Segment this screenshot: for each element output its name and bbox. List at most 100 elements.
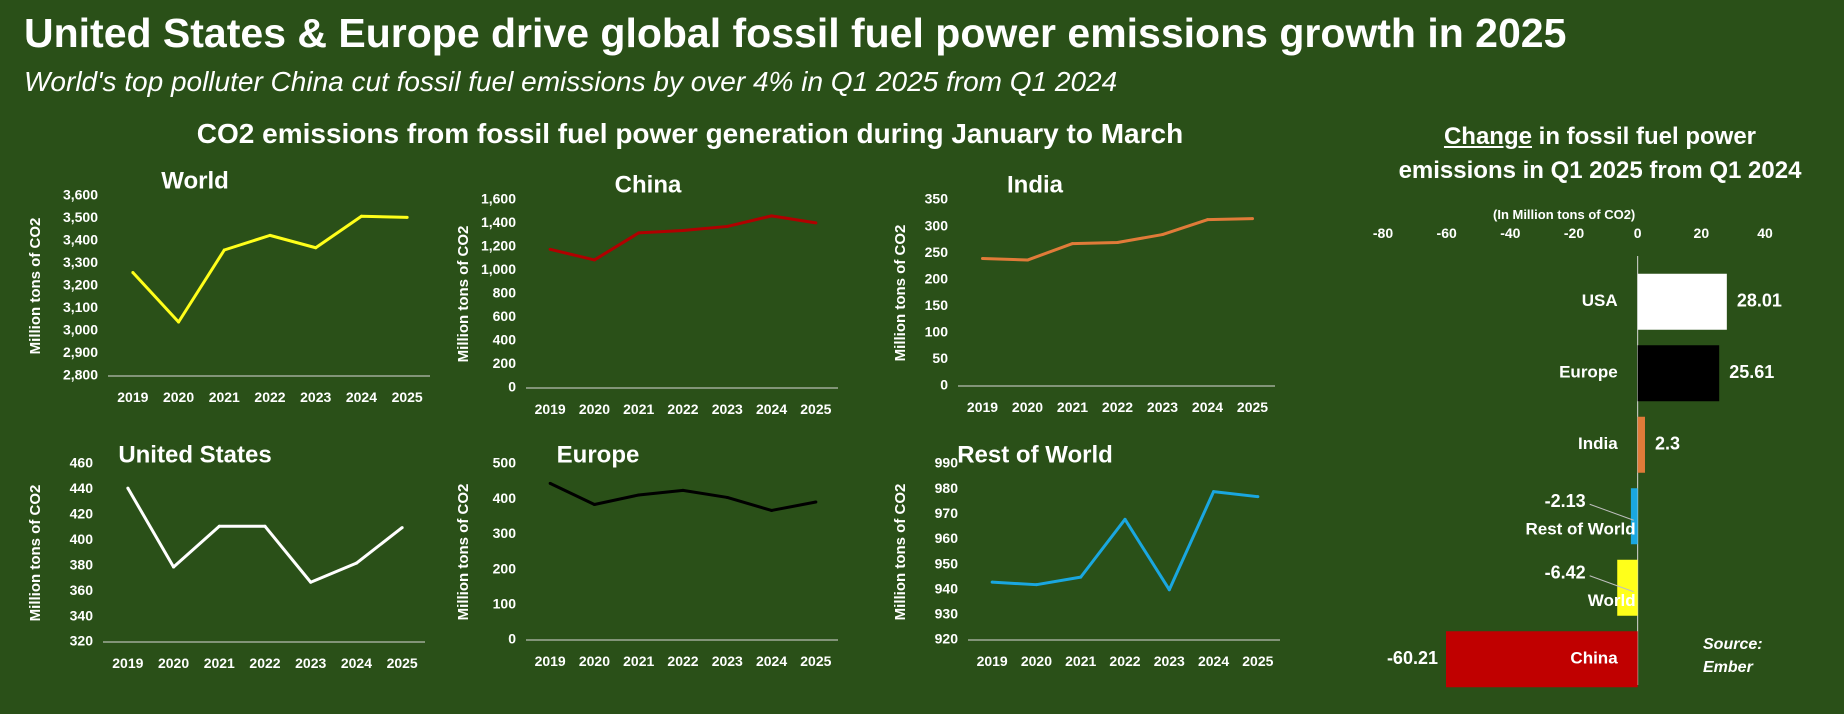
- y-tick-label: 600: [493, 308, 517, 324]
- chart-china: China Million tons of CO2 0 200 400 600 800 1,0…: [448, 170, 848, 420]
- x-tick-label: 2021: [204, 655, 235, 671]
- y-tick-label: 50: [932, 350, 948, 366]
- x-tick-label: 40: [1757, 225, 1773, 241]
- bar-chart-title: Change in fossil fuel power emissions in…: [1360, 120, 1840, 188]
- data-point: [359, 214, 363, 218]
- x-tick-label: 2020: [1021, 653, 1052, 669]
- x-tick-label: 2021: [623, 653, 654, 669]
- section-title: CO2 emissions from fossil fuel power gen…: [196, 118, 1184, 149]
- series-line-india: [982, 217, 1253, 262]
- y-tick-label: 300: [925, 217, 949, 233]
- x-tick-label: 2019: [977, 653, 1008, 669]
- data-point: [1206, 218, 1209, 222]
- x-tick-label: 2020: [158, 655, 189, 671]
- y-tick-label: 1,000: [481, 261, 516, 277]
- leader-line: [1589, 503, 1634, 521]
- bar-chart-title-line2: emissions in Q1 2025 from Q1 2024: [1398, 157, 1802, 184]
- category-label-rest-of-world: Rest of World: [1525, 520, 1635, 539]
- data-point: [1123, 517, 1127, 521]
- data-point: [405, 215, 409, 219]
- bar-world: [1617, 559, 1638, 616]
- x-tick-label: 2024: [1192, 399, 1223, 415]
- x-tick-label: 2024: [756, 401, 787, 417]
- data-point: [1161, 233, 1164, 237]
- data-point: [131, 271, 135, 274]
- bar-china: [1445, 631, 1638, 688]
- y-tick-label: 0: [940, 377, 948, 393]
- page-title: United States & Europe drive global foss…: [24, 10, 1567, 56]
- bar-rest-of-world: [1630, 488, 1638, 545]
- data-point: [592, 258, 596, 262]
- category-label-usa: USA: [1582, 291, 1618, 310]
- chart-world: World Million tons of CO2 2,800 2,900 3,000 3…: [20, 166, 440, 416]
- data-point: [548, 247, 552, 251]
- page-subtitle: World's top polluter China cut fossil fu…: [24, 66, 1118, 97]
- data-point: [637, 493, 641, 497]
- line-chart-svg: Rest of World Million tons of CO2 920 930 94…: [892, 441, 1280, 669]
- line-chart-svg: Europe Million tons of CO2 0 100 200 300 400 50…: [455, 441, 838, 669]
- y-tick-label: 300: [493, 525, 517, 541]
- x-tick-label: 2023: [295, 655, 326, 671]
- bar-chart-svg: -80 -60 -40 -20 0 20 40 USA 28.01 Europe 25.61 Indi…: [1373, 225, 1782, 688]
- chart-europe: Europe Million tons of CO2 0 100 200 300 400 50…: [448, 440, 848, 680]
- data-point: [222, 248, 226, 252]
- data-point: [592, 502, 596, 506]
- y-tick-label: 100: [493, 596, 517, 612]
- data-point: [990, 580, 994, 584]
- chart-title-china: China: [615, 171, 682, 198]
- data-point: [981, 256, 984, 260]
- x-tick-label: 2023: [1154, 653, 1185, 669]
- data-point: [725, 495, 729, 499]
- bar-chart-change: -80 -60 -40 -20 0 20 40 USA 28.01 Europe 25.61 Indi…: [1360, 220, 1840, 705]
- x-tick-label: 2021: [209, 389, 240, 405]
- y-tick-label: 980: [935, 480, 959, 496]
- y-tick-label: 960: [935, 530, 959, 546]
- y-tick-label: 100: [925, 324, 949, 340]
- line-chart-svg: United States Million tons of CO2 320 340 36…: [27, 441, 425, 671]
- x-tick-label: 2019: [535, 401, 566, 417]
- x-tick-label: 2025: [800, 401, 831, 417]
- y-tick-label: 3,100: [63, 299, 98, 315]
- x-tick-label: 2020: [163, 389, 194, 405]
- data-point: [725, 224, 729, 228]
- line-chart-svg: China Million tons of CO2 0 200 400 600 800 1,0…: [455, 171, 838, 417]
- y-tick-label: 400: [70, 531, 94, 547]
- x-tick-label: 2019: [117, 389, 148, 405]
- bar-india: [1637, 416, 1645, 473]
- y-tick-label: 440: [70, 480, 94, 496]
- leader-line: [1589, 575, 1634, 593]
- y-tick-label: 200: [493, 560, 517, 576]
- data-point: [770, 508, 774, 512]
- chart-title-united-states: United States: [118, 441, 271, 468]
- x-tick-label: -40: [1500, 225, 1520, 241]
- x-tick-label: 2021: [1065, 653, 1096, 669]
- data-point: [681, 488, 685, 492]
- x-tick-label: 2024: [756, 653, 787, 669]
- bar-usa: [1637, 273, 1727, 330]
- data-point: [354, 561, 358, 565]
- bar-chart-title-underlined: Change: [1443, 123, 1532, 150]
- x-tick-label: 2025: [1237, 399, 1268, 415]
- data-point: [1071, 242, 1074, 246]
- series-line-united-states: [126, 487, 404, 584]
- series-line-europe: [549, 482, 817, 512]
- y-tick-label: 3,200: [63, 277, 98, 293]
- category-label-world: World: [1588, 591, 1636, 610]
- data-point: [1079, 575, 1083, 579]
- category-label-europe: Europe: [1559, 363, 1618, 382]
- source-label: Source:: [1703, 636, 1763, 653]
- x-tick-label: 2021: [623, 401, 654, 417]
- y-axis-label: Million tons of CO2: [892, 484, 909, 621]
- y-tick-label: 920: [935, 631, 959, 647]
- chart-title-india: India: [1007, 171, 1064, 198]
- x-tick-label: 20: [1694, 225, 1710, 241]
- data-point: [1256, 495, 1260, 499]
- y-tick-label: 3,300: [63, 254, 98, 270]
- x-tick-label: 2019: [967, 399, 998, 415]
- data-label-europe: 25.61: [1729, 362, 1774, 382]
- y-tick-label: 0: [508, 631, 516, 647]
- data-point: [1116, 241, 1119, 245]
- x-tick-label: 2022: [667, 401, 698, 417]
- x-tick-label: 2023: [712, 653, 743, 669]
- x-tick-label: 2023: [300, 389, 331, 405]
